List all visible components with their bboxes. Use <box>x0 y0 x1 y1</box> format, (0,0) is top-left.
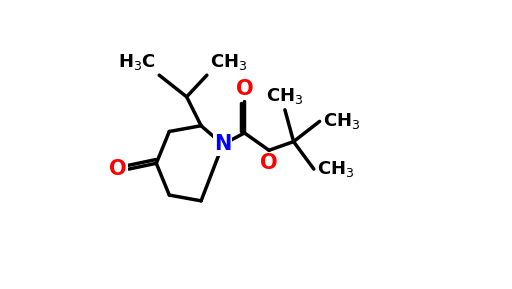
Text: H$_3$C: H$_3$C <box>118 52 156 72</box>
Text: O: O <box>109 159 126 179</box>
Text: CH$_3$: CH$_3$ <box>317 159 355 179</box>
Text: CH$_3$: CH$_3$ <box>210 52 247 72</box>
Text: CH$_3$: CH$_3$ <box>323 111 360 131</box>
Text: N: N <box>214 134 231 155</box>
Text: CH$_3$: CH$_3$ <box>266 86 304 106</box>
Text: O: O <box>236 79 253 99</box>
Text: O: O <box>260 153 278 173</box>
